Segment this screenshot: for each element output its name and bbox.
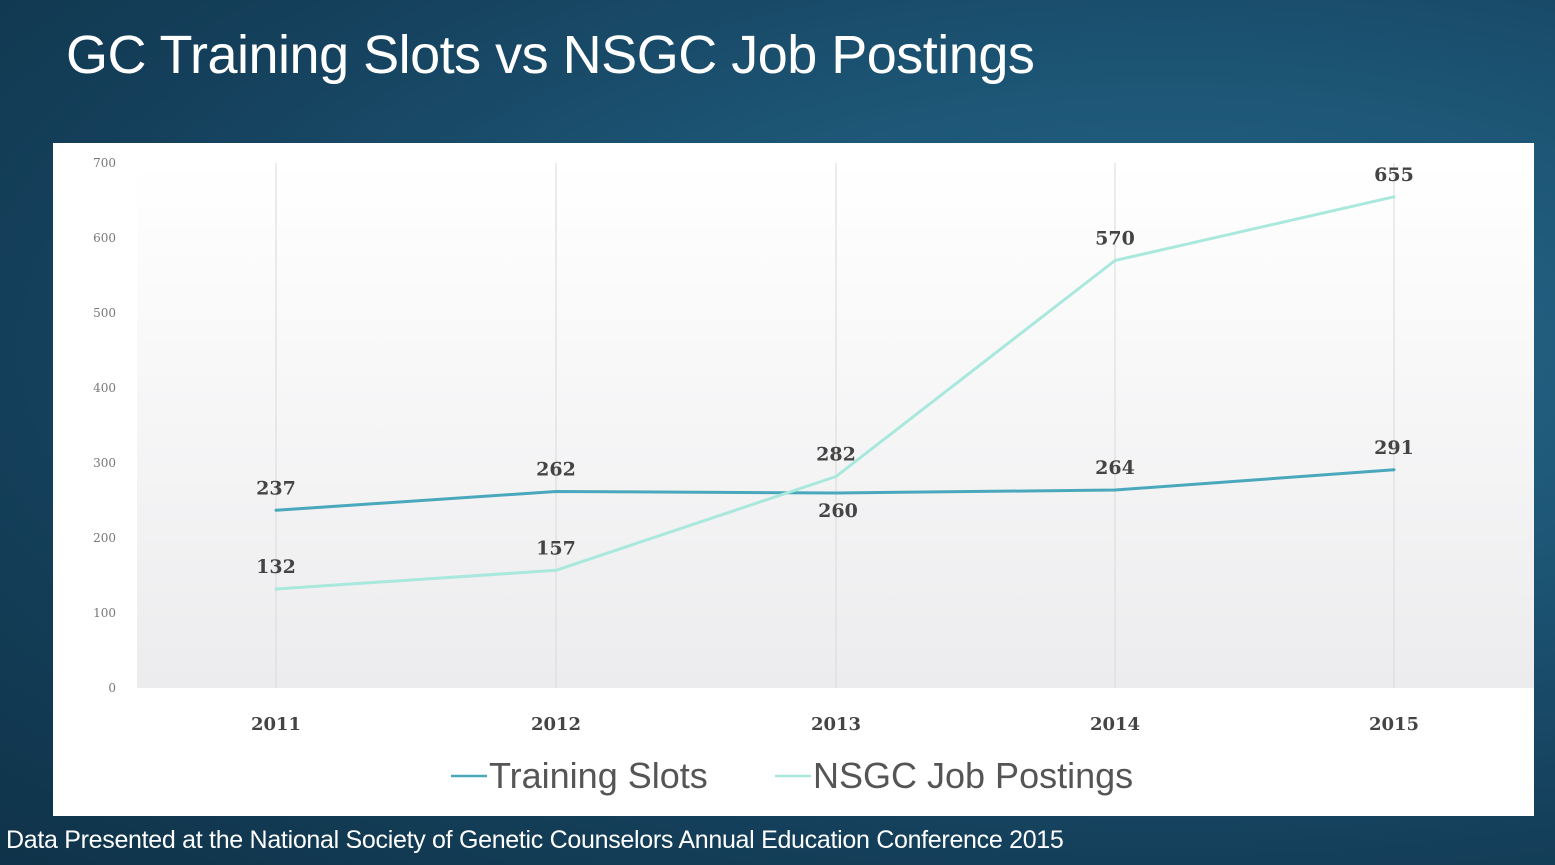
x-tick-label: 2013: [811, 714, 861, 735]
y-tick-label: 200: [93, 531, 116, 545]
data-point: [1113, 259, 1117, 262]
data-point: [1392, 195, 1396, 199]
x-tick-label: 2014: [1090, 714, 1140, 735]
series-lines: [274, 195, 1396, 591]
data-point: [554, 490, 558, 493]
data-point: [274, 587, 278, 591]
slide-title: GC Training Slots vs NSGC Job Postings: [66, 25, 1035, 85]
y-tick-label: 700: [93, 156, 116, 170]
data-label: 282: [816, 444, 856, 466]
data-point: [834, 475, 838, 478]
y-axis-ticks: 0 100 200 300 400 500 600 700: [93, 156, 116, 695]
data-point: [834, 491, 838, 495]
data-label: 291: [1374, 437, 1414, 459]
data-point: [274, 508, 278, 512]
data-label: 157: [536, 537, 576, 559]
data-label: 260: [818, 500, 858, 522]
data-point: [554, 568, 558, 572]
data-point: [1113, 488, 1117, 492]
x-tick-label: 2012: [531, 714, 581, 735]
data-label: 237: [256, 477, 296, 499]
grid-lines: [275, 163, 1395, 688]
legend: Training Slots NSGC Job Postings: [451, 755, 1133, 796]
y-tick-label: 500: [93, 306, 116, 320]
legend-label: Training Slots: [489, 755, 708, 796]
source-note: Data Presented at the National Society o…: [6, 826, 1064, 854]
data-label: 132: [256, 556, 296, 578]
y-tick-label: 0: [108, 681, 116, 695]
x-tick-label: 2015: [1369, 714, 1419, 735]
data-label: 262: [536, 459, 576, 481]
y-tick-label: 400: [93, 381, 116, 395]
x-tick-label: 2011: [251, 714, 301, 735]
legend-label: NSGC Job Postings: [813, 755, 1133, 796]
y-tick-label: 100: [93, 606, 116, 620]
data-label: 570: [1095, 228, 1135, 250]
y-tick-label: 300: [93, 456, 116, 470]
y-tick-label: 600: [93, 231, 116, 245]
chart-panel: 0 100 200 300 400 500 600 700 2011 2012 2013 2014 2…: [53, 143, 1534, 816]
data-labels: 237 262 260 264 291 132 157 282 570 655: [256, 164, 1414, 578]
x-axis-ticks: 2011 2012 2013 2014 2015: [251, 714, 1419, 735]
data-label: 264: [1095, 457, 1135, 479]
data-point: [1392, 468, 1396, 472]
data-label: 655: [1374, 164, 1414, 186]
